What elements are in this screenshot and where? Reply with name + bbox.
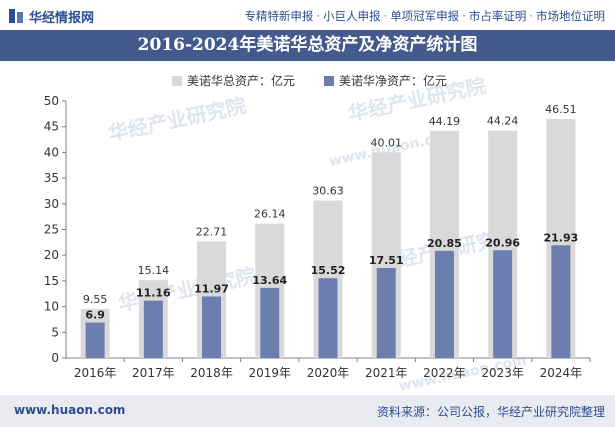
y-tick-label: 45 xyxy=(44,120,59,134)
logo-icon xyxy=(9,9,23,23)
bar-net-assets xyxy=(143,300,163,358)
chart: 华经产业研究院 华经产业研究院 华经产业研究院 华经产业研究院 www.huao… xyxy=(44,73,591,395)
data-label-net-assets: 21.93 xyxy=(543,231,578,244)
data-label-net-assets: 17.51 xyxy=(369,254,404,267)
bars xyxy=(80,118,576,358)
top-nav: 专精特新申报 · 小巨人申报 · 单项冠军申报 · 市占率证明 · 市场地位证明 xyxy=(244,8,605,24)
x-tick-label: 2021年 xyxy=(365,366,408,380)
nav-separator: · xyxy=(316,9,321,23)
data-label-net-assets: 6.9 xyxy=(85,309,105,322)
y-tick-label: 25 xyxy=(44,223,59,237)
y-tick-label: 0 xyxy=(51,351,59,365)
x-tick-label: 2020年 xyxy=(307,366,350,380)
data-label-total-assets: 40.01 xyxy=(370,136,402,149)
y-tick-label: 15 xyxy=(44,274,59,288)
data-label-total-assets: 30.63 xyxy=(312,185,344,198)
nav-separator: · xyxy=(462,9,466,23)
chart-title: 2016-2024年美诺华总资产及净资产统计图 xyxy=(0,30,615,61)
nav-item-specialized[interactable]: 专精特新申报 xyxy=(244,9,314,23)
data-label-total-assets: 22.71 xyxy=(196,225,228,238)
nav-separator: · xyxy=(529,9,533,23)
y-tick-label: 30 xyxy=(44,197,59,211)
data-label-total-assets: 44.24 xyxy=(487,115,519,128)
logo-text: 华经情报网 xyxy=(29,10,95,26)
data-label-total-assets: 15.14 xyxy=(138,264,170,277)
nav-item-little-giant[interactable]: 小巨人申报 xyxy=(323,9,381,23)
x-tick-label: 2018年 xyxy=(190,366,233,380)
data-label-total-assets: 44.19 xyxy=(429,115,461,128)
data-labels: 9.55 6.9 15.14 11.16 22.71 11.97 26.14 13.64 30.… xyxy=(83,103,578,322)
data-label-net-assets: 15.52 xyxy=(311,264,346,277)
watermark-text: 华经产业研究院 xyxy=(106,93,248,146)
bar-net-assets xyxy=(551,245,571,358)
x-tick-label: 2023年 xyxy=(481,366,524,380)
nav-item-market-position[interactable]: 市场地位证明 xyxy=(536,9,605,23)
data-label-net-assets: 20.96 xyxy=(485,236,520,249)
bar-net-assets xyxy=(202,296,222,358)
y-tick-label: 35 xyxy=(44,171,59,185)
y-tick-label: 5 xyxy=(51,325,59,339)
bar-net-assets xyxy=(85,322,105,358)
footer-source: 资料来源：公司公报，华经产业研究院整理 xyxy=(376,405,605,419)
x-tick-label: 2016年 xyxy=(74,366,117,380)
legend-swatch xyxy=(172,76,182,86)
nav-item-market-share[interactable]: 市占率证明 xyxy=(468,9,527,23)
y-tick-label: 10 xyxy=(44,300,59,314)
data-label-net-assets: 11.97 xyxy=(194,282,229,295)
legend-label: 美诺华总资产：亿元 xyxy=(187,73,295,88)
x-tick-label: 2017年 xyxy=(132,366,175,380)
data-label-net-assets: 20.85 xyxy=(427,237,462,250)
legend-label: 美诺华净资产：亿元 xyxy=(339,73,447,88)
nav-item-champion[interactable]: 单项冠军申报 xyxy=(390,9,460,23)
bar-net-assets xyxy=(260,287,280,358)
footer-url[interactable]: www.huaon.com xyxy=(14,403,126,417)
bar-net-assets xyxy=(376,267,396,358)
top-bar: 华经情报网 专精特新申报 · 小巨人申报 · 单项冠军申报 · 市占率证明 · 市场地位证明 xyxy=(0,0,615,30)
x-tick-label: 2022年 xyxy=(423,366,466,380)
x-tick-label: 2019年 xyxy=(249,366,292,380)
data-label-net-assets: 11.16 xyxy=(136,287,171,300)
x-tick-label: 2024年 xyxy=(540,366,583,380)
data-label-total-assets: 9.55 xyxy=(83,293,108,306)
data-label-total-assets: 46.51 xyxy=(545,103,577,116)
data-label-net-assets: 13.64 xyxy=(252,274,287,287)
y-tick-label: 50 xyxy=(44,94,59,108)
data-label-total-assets: 26.14 xyxy=(254,208,286,221)
bar-net-assets xyxy=(318,278,338,358)
nav-separator: · xyxy=(383,9,388,23)
y-tick-label: 20 xyxy=(44,248,59,262)
legend: 美诺华总资产：亿元 美诺华净资产：亿元 xyxy=(172,73,447,88)
footer: www.huaon.com 资料来源：公司公报，华经产业研究院整理 xyxy=(0,395,615,427)
legend-swatch xyxy=(324,76,334,86)
logo[interactable]: 华经情报网 xyxy=(8,7,95,26)
axes: 0 5 10 15 20 25 30 35 40 45 50 2016年 2017年 2018年 2019年… xyxy=(44,94,591,380)
y-tick-label: 40 xyxy=(44,145,59,159)
bar-net-assets xyxy=(434,250,454,358)
bar-net-assets xyxy=(493,250,513,358)
